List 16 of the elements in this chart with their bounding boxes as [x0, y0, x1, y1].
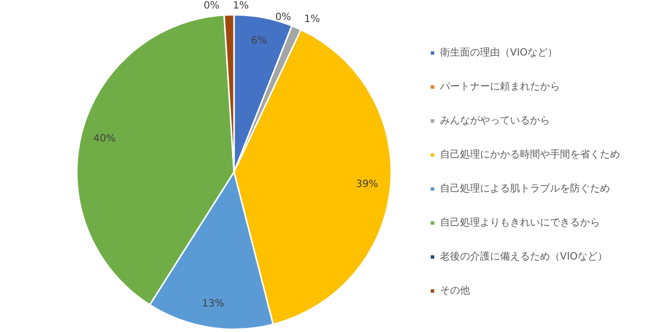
legend-label: 自己処理よりもきれいにできるから — [440, 216, 600, 229]
data-label: 40% — [93, 133, 116, 144]
data-label: 13% — [202, 298, 224, 310]
legend-label: パートナーに頼まれたから — [439, 80, 560, 93]
legend-label: その他 — [440, 284, 470, 297]
data-label: 6% — [251, 35, 267, 46]
data-label: 1% — [232, 0, 249, 12]
text: 0% — [204, 0, 220, 12]
legend-label: みんながやっているから — [440, 116, 550, 127]
legend-label: 老後の介護に備えるため（VIOなど） — [440, 250, 608, 263]
text: 0% — [275, 12, 292, 24]
legend-label: 衛生面の理由（VIOなど） — [440, 46, 558, 59]
data-label: 39% — [356, 179, 378, 190]
legend-label: 自己処理による肌トラブルを防ぐため — [440, 182, 610, 195]
legend-label: 自己処理にかかる時間や手間を省くため — [440, 148, 620, 161]
data-label: 1% — [304, 14, 320, 26]
